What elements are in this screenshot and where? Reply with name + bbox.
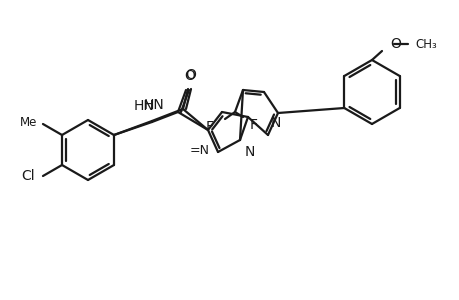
Text: N: N	[270, 116, 281, 130]
Text: Cl: Cl	[21, 169, 35, 183]
Text: HN: HN	[143, 98, 164, 112]
Text: F: F	[206, 120, 213, 134]
Text: F: F	[249, 118, 257, 132]
Text: O: O	[184, 69, 195, 83]
Text: CH₃: CH₃	[414, 38, 436, 50]
Text: =N: =N	[190, 143, 210, 157]
Text: N: N	[245, 145, 255, 159]
Text: Me: Me	[20, 116, 37, 128]
Text: O: O	[185, 68, 196, 82]
Text: HN: HN	[133, 99, 154, 113]
Text: O: O	[389, 37, 400, 51]
